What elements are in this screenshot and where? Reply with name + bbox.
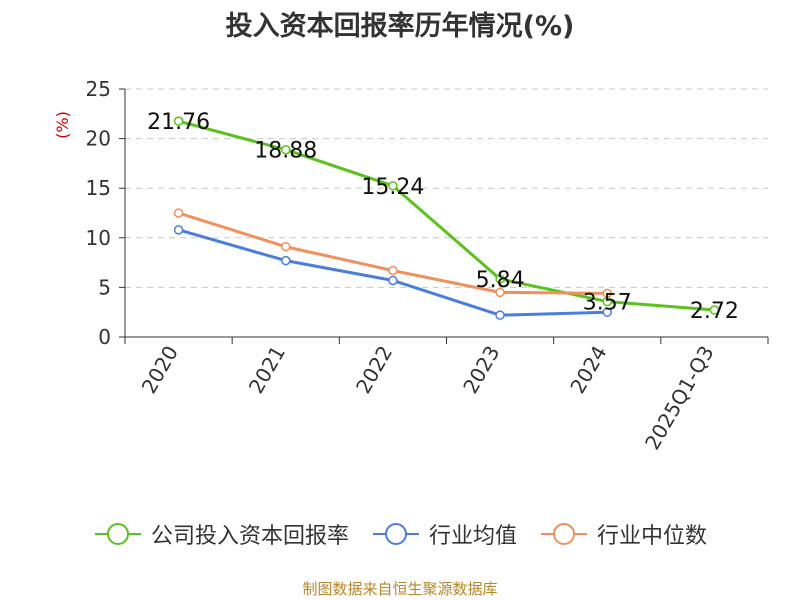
y-tick-label: 15 [86,176,111,200]
data-point [709,305,720,315]
legend-item-2[interactable]: 行业均值 [371,518,517,550]
data-point [602,307,612,317]
data-point [388,265,398,276]
y-tick-label: 10 [86,226,111,250]
legend-marker-icon [94,523,141,545]
data-label: 2.72 [690,299,739,324]
data-point [281,144,291,155]
x-tick-label: 2022 [351,342,397,398]
legend-item-1[interactable]: 公司投入资本回报率 [93,518,349,550]
data-point [495,274,505,284]
data-point [495,310,505,320]
data-point [388,181,398,191]
data-point [173,208,184,218]
y-tick-label: 25 [86,77,111,101]
x-tick-label: 2021 [244,342,290,398]
legend: 公司投入资本回报率 行业均值 行业中位数 [0,518,800,550]
y-axis-unit-label: (%) [53,111,72,139]
source-note: 制图数据来自恒生聚源数据库 [302,580,498,598]
x-tick-label: 2023 [458,342,504,398]
series-line-1 [178,119,715,312]
data-label: 21.76 [147,110,210,135]
data-point [173,116,184,126]
data-point [388,275,398,286]
y-tick-label: 5 [98,275,111,299]
legend-label: 公司投入资本回报率 [150,524,349,549]
data-point [495,287,505,298]
data-label: 3.57 [583,291,632,316]
y-tick-label: 20 [86,127,111,151]
data-point [281,241,291,252]
x-tick-label: 2025Q1-Q3 [640,342,719,454]
data-point [602,288,612,299]
x-tick-label: 2020 [137,342,183,398]
data-label: 18.88 [254,139,317,164]
legend-label: 行业中位数 [597,524,708,549]
data-point [281,255,291,266]
data-label: 15.24 [361,175,424,200]
data-point [173,225,184,235]
legend-item-3[interactable]: 行业中位数 [539,518,707,550]
data-label: 5.84 [476,268,525,293]
chart-title: 投入资本回报率历年情况(%) [225,11,575,42]
legend-label: 行业均值 [428,524,517,549]
legend-marker-icon [541,523,587,545]
y-tick-label: 0 [98,325,111,349]
x-tick-label: 2024 [565,342,611,398]
legend-marker-icon [372,523,419,545]
